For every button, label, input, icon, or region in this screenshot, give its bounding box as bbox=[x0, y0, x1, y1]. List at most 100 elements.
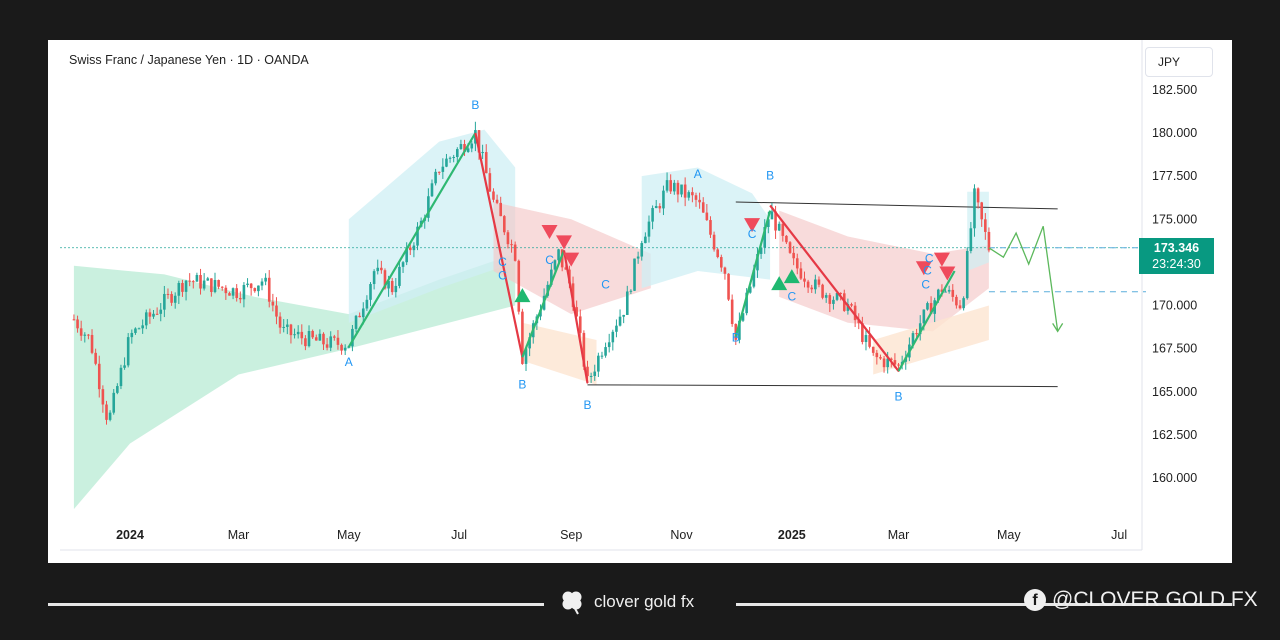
candle-body bbox=[134, 328, 137, 333]
sell-signal-marker bbox=[933, 252, 950, 267]
candle-body bbox=[611, 331, 615, 343]
candle-body bbox=[861, 323, 864, 343]
candle-body bbox=[278, 316, 282, 328]
candle-body bbox=[390, 280, 394, 293]
indicator-band-8 bbox=[967, 191, 989, 271]
candle-body bbox=[777, 223, 781, 231]
candle-body bbox=[745, 292, 748, 314]
candle-body bbox=[723, 267, 727, 274]
candle-body bbox=[148, 312, 152, 317]
candle-body bbox=[792, 252, 795, 259]
candle-body bbox=[206, 278, 210, 281]
candle-body bbox=[361, 308, 365, 318]
candle-body bbox=[680, 184, 683, 195]
candle-body bbox=[622, 314, 625, 317]
candle-body bbox=[625, 291, 629, 315]
candle-body bbox=[235, 288, 238, 298]
y-tick-label: 182.500 bbox=[1152, 83, 1197, 97]
candle-body bbox=[795, 258, 799, 269]
sell-signal-marker bbox=[939, 266, 956, 281]
candle-body bbox=[647, 221, 651, 237]
candle-body bbox=[416, 226, 419, 246]
candle-body bbox=[835, 292, 839, 300]
chart-panel[interactable]: A B B C C C B C A B C B C B C C C 182.500 180.000 177.500 17… bbox=[48, 40, 1232, 563]
x-tick-label: 2024 bbox=[116, 528, 144, 542]
candle-body bbox=[412, 245, 416, 251]
candle-body bbox=[452, 156, 455, 158]
candle-body bbox=[387, 280, 390, 289]
candle-body bbox=[636, 256, 640, 259]
candle-body bbox=[275, 305, 278, 317]
candle-body bbox=[658, 206, 662, 209]
candle-body bbox=[694, 195, 698, 200]
candle-body bbox=[607, 342, 611, 348]
candle-body bbox=[803, 278, 806, 282]
candle-body bbox=[79, 328, 83, 336]
candle-body bbox=[582, 332, 586, 367]
candle-body bbox=[922, 309, 926, 324]
currency-selector[interactable]: JPY bbox=[1145, 47, 1213, 77]
candle-body bbox=[94, 352, 97, 364]
candle-body bbox=[430, 183, 434, 197]
candle-body bbox=[116, 386, 119, 393]
candle-body bbox=[705, 212, 709, 221]
social-handle[interactable]: f @CLOVER GOLD FX bbox=[1024, 588, 1258, 612]
x-tick-label: Mar bbox=[888, 528, 910, 542]
candle-body bbox=[683, 184, 687, 198]
candle-body bbox=[239, 297, 242, 300]
candle-body bbox=[369, 284, 372, 300]
candle-body bbox=[264, 277, 267, 282]
zigzag-line-6 bbox=[769, 204, 900, 372]
candle-body bbox=[528, 337, 531, 349]
y-tick-label: 180.000 bbox=[1152, 126, 1197, 140]
candle-body bbox=[228, 293, 231, 296]
candle-body bbox=[513, 244, 517, 261]
candle-body bbox=[220, 286, 224, 288]
projection-path bbox=[988, 225, 1059, 332]
candle-body bbox=[828, 295, 832, 304]
candle-body bbox=[296, 331, 300, 335]
candle-body bbox=[589, 375, 593, 377]
clover-icon bbox=[562, 591, 582, 615]
footer-divider-left bbox=[48, 603, 544, 606]
candle-body bbox=[557, 249, 560, 261]
candle-body bbox=[177, 283, 181, 296]
sell-signal-marker bbox=[541, 225, 558, 240]
wave-label: B bbox=[732, 331, 740, 345]
candle-body bbox=[691, 192, 694, 196]
candle-body bbox=[260, 281, 264, 286]
candle-body bbox=[629, 290, 633, 292]
wave-label: C bbox=[923, 263, 932, 277]
candle-body bbox=[126, 337, 130, 366]
zigzag-line-7 bbox=[897, 270, 956, 372]
wave-label: B bbox=[518, 377, 526, 391]
x-tick-label: Mar bbox=[228, 528, 250, 542]
candle-body bbox=[336, 337, 340, 345]
candle-body bbox=[810, 287, 814, 290]
wave-label: C bbox=[925, 251, 934, 265]
brand-name: clover gold fx bbox=[594, 592, 695, 611]
candle-body bbox=[915, 333, 918, 335]
indicator-band-1 bbox=[73, 253, 516, 510]
candle-body bbox=[484, 152, 488, 174]
bar-countdown: 23:24:30 bbox=[1152, 257, 1201, 271]
candle-body bbox=[195, 275, 199, 282]
candle-body bbox=[401, 262, 405, 267]
candle-body bbox=[644, 236, 647, 244]
candle-body bbox=[575, 307, 578, 317]
candle-body bbox=[224, 287, 228, 294]
wave-label: B bbox=[766, 169, 774, 183]
wave-label: A bbox=[694, 167, 702, 181]
candle-body bbox=[325, 344, 329, 348]
candle-body bbox=[282, 326, 286, 328]
x-tick-label: May bbox=[337, 528, 361, 542]
y-tick-label: 175.000 bbox=[1152, 212, 1197, 226]
candle-body bbox=[119, 367, 123, 387]
wave-label: C bbox=[788, 289, 797, 303]
candle-body bbox=[618, 316, 622, 326]
candle-body bbox=[864, 335, 868, 343]
candle-body bbox=[879, 357, 882, 359]
candle-body bbox=[329, 336, 333, 348]
wave-label: A bbox=[345, 355, 353, 369]
